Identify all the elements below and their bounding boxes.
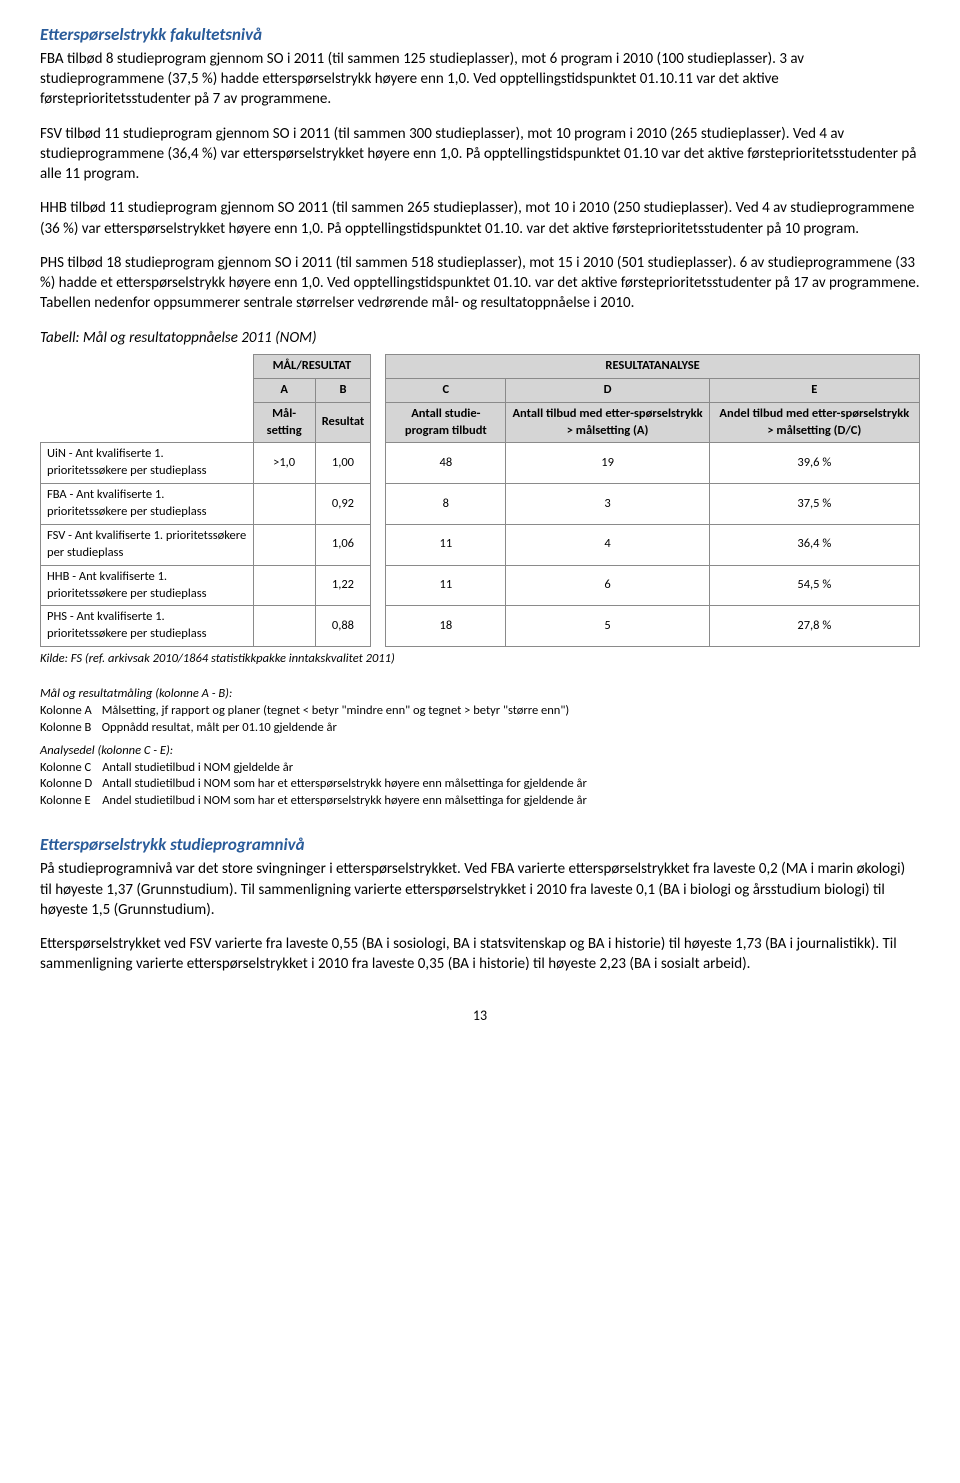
cell-A: [253, 484, 315, 525]
legend-text: Oppnådd resultat, målt per 01.10 gjelden…: [102, 720, 579, 737]
th-C: C: [386, 378, 506, 402]
th-group2: RESULTATANALYSE: [386, 354, 920, 378]
table-title: Tabell: Mål og resultatoppnåelse 2011 (N…: [40, 328, 920, 348]
legend-head2: Analysedel (kolonne C - E):: [40, 743, 920, 760]
legend-head1: Mål og resultatmåling (kolonne A - B):: [40, 686, 920, 703]
cell-B: 0,88: [315, 606, 371, 647]
section2-heading: Etterspørselstrykk studieprogramnivå: [40, 834, 920, 857]
th-subD: Antall tilbud med etter-spørselstrykk > …: [506, 402, 709, 443]
th-A: A: [253, 378, 315, 402]
cell-E: 37,5 %: [709, 484, 919, 525]
cell-E: 54,5 %: [709, 565, 919, 606]
th-D: D: [506, 378, 709, 402]
cell-C: 48: [386, 443, 506, 484]
row-label: FSV - Ant kvalifiserte 1. prioritetssøke…: [41, 524, 254, 565]
cell-E: 39,6 %: [709, 443, 919, 484]
th-subA: Mål-setting: [253, 402, 315, 443]
cell-E: 36,4 %: [709, 524, 919, 565]
th-subC: Antall studie-program tilbudt: [386, 402, 506, 443]
th-B: B: [315, 378, 371, 402]
row-label: PHS - Ant kvalifiserte 1. prioritetssøke…: [41, 606, 254, 647]
cell-D: 6: [506, 565, 709, 606]
cell-D: 5: [506, 606, 709, 647]
cell-D: 3: [506, 484, 709, 525]
section2-p1: På studieprogramnivå var det store sving…: [40, 859, 920, 920]
cell-A: [253, 565, 315, 606]
legend-text: Antall studietilbud i NOM som har et ett…: [102, 776, 597, 793]
legend-text: Målsetting, jf rapport og planer (tegnet…: [102, 703, 579, 720]
cell-C: 18: [386, 606, 506, 647]
table-row: FSV - Ant kvalifiserte 1. prioritetssøke…: [41, 524, 920, 565]
section1-p1: FBA tilbød 8 studieprogram gjennom SO i …: [40, 49, 920, 110]
cell-B: 1,06: [315, 524, 371, 565]
cell-D: 19: [506, 443, 709, 484]
legend-col: Kolonne C: [40, 760, 102, 777]
th-group1: MÅL/RESULTAT: [253, 354, 371, 378]
row-label: HHB - Ant kvalifiserte 1. prioritetssøke…: [41, 565, 254, 606]
cell-C: 11: [386, 524, 506, 565]
legend-col: Kolonne A: [40, 703, 102, 720]
cell-A: >1,0: [253, 443, 315, 484]
legend-text: Antall studietilbud i NOM gjeldelde år: [102, 760, 597, 777]
section1-p2: FSV tilbød 11 studieprogram gjennom SO i…: [40, 124, 920, 185]
row-label: FBA - Ant kvalifiserte 1. prioritetssøke…: [41, 484, 254, 525]
cell-B: 1,22: [315, 565, 371, 606]
legend-col: Kolonne B: [40, 720, 102, 737]
row-label: UiN - Ant kvalifiserte 1. prioritetssøke…: [41, 443, 254, 484]
legend-block: Mål og resultatmåling (kolonne A - B): K…: [40, 686, 920, 810]
section1-heading: Etterspørselstrykk fakultetsnivå: [40, 24, 920, 47]
th-subE: Andel tilbud med etter-spørselstrykk > m…: [709, 402, 919, 443]
legend-text: Andel studietilbud i NOM som har et ette…: [102, 793, 597, 810]
th-subB: Resultat: [315, 402, 371, 443]
cell-C: 11: [386, 565, 506, 606]
result-table: MÅL/RESULTAT RESULTATANALYSE A B C D E M…: [40, 354, 920, 647]
cell-B: 1,00: [315, 443, 371, 484]
table-source: Kilde: FS (ref. arkivsak 2010/1864 stati…: [40, 651, 920, 668]
table-row: UiN - Ant kvalifiserte 1. prioritetssøke…: [41, 443, 920, 484]
table-row: FBA - Ant kvalifiserte 1. prioritetssøke…: [41, 484, 920, 525]
cell-E: 27,8 %: [709, 606, 919, 647]
legend-col: Kolonne E: [40, 793, 102, 810]
table-row: PHS - Ant kvalifiserte 1. prioritetssøke…: [41, 606, 920, 647]
cell-B: 0,92: [315, 484, 371, 525]
cell-D: 4: [506, 524, 709, 565]
section1-p3: HHB tilbød 11 studieprogram gjennom SO 2…: [40, 198, 920, 239]
table-row: HHB - Ant kvalifiserte 1. prioritetssøke…: [41, 565, 920, 606]
page-number: 13: [40, 1007, 920, 1026]
section1-p4: PHS tilbød 18 studieprogram gjennom SO i…: [40, 253, 920, 314]
section2-p2: Etterspørselstrykket ved FSV varierte fr…: [40, 934, 920, 975]
th-E: E: [709, 378, 919, 402]
cell-C: 8: [386, 484, 506, 525]
legend-col: Kolonne D: [40, 776, 102, 793]
cell-A: [253, 606, 315, 647]
cell-A: [253, 524, 315, 565]
